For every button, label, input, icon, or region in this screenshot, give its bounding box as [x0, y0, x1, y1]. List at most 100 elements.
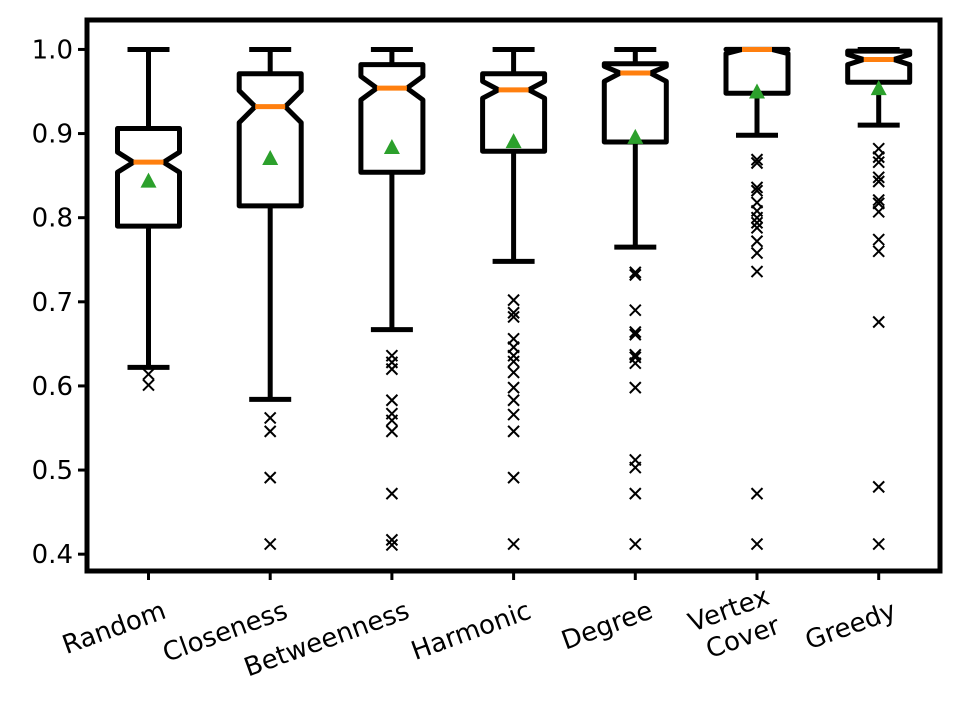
outlier-point — [507, 355, 520, 368]
outlier-point — [872, 193, 885, 207]
notched-box — [358, 62, 426, 175]
outlier-point — [629, 328, 642, 341]
outlier-point — [385, 414, 399, 427]
outlier-point — [507, 471, 520, 484]
y-tick-label: 1.0 — [32, 35, 73, 65]
outlier-point — [750, 265, 764, 278]
outlier-point — [263, 411, 277, 425]
outlier-point — [629, 461, 642, 474]
notched-box — [723, 46, 791, 96]
y-tick-label: 0.9 — [32, 120, 73, 150]
outlier-point — [750, 487, 764, 500]
outlier-point — [629, 381, 642, 394]
outlier-point — [142, 367, 155, 381]
outlier-point — [750, 153, 764, 166]
outlier-point — [263, 537, 277, 551]
mean-marker — [749, 83, 765, 99]
outlier-point — [507, 306, 520, 319]
x-tick-label: VertexCover — [685, 582, 785, 668]
box-group — [845, 46, 913, 551]
x-tick-label-line: Greedy — [801, 596, 900, 656]
mean-marker — [262, 149, 279, 165]
y-tick-label: 0.8 — [32, 204, 73, 234]
plot-frame — [84, 17, 943, 574]
outlier-point — [507, 408, 520, 421]
outlier-point — [507, 310, 520, 324]
outlier-point — [629, 266, 642, 279]
x-tick-label: Harmonic — [407, 596, 535, 667]
outlier-point — [750, 235, 764, 248]
notched-box — [236, 71, 304, 209]
outlier-point — [750, 216, 764, 229]
outlier-point — [750, 211, 764, 224]
outlier-point — [507, 366, 520, 379]
outlier-point — [385, 533, 399, 547]
outlier-point — [385, 425, 399, 438]
outlier-point — [263, 471, 277, 484]
y-tick-label: 0.6 — [32, 372, 73, 402]
mean-marker — [627, 128, 644, 144]
notched-box — [115, 126, 182, 229]
outlier-point — [629, 537, 642, 551]
outlier-point — [507, 425, 520, 438]
outlier-point — [872, 537, 885, 551]
box-group — [601, 46, 669, 551]
y-tick-label: 0.7 — [32, 288, 73, 318]
outlier-point — [385, 362, 399, 376]
outlier-point — [872, 175, 885, 188]
outlier-point — [507, 394, 520, 407]
y-tick-label: 0.4 — [32, 540, 73, 570]
outlier-point — [750, 221, 764, 234]
box-group — [723, 46, 791, 551]
x-tick-label: Degree — [558, 596, 657, 657]
outlier-point — [629, 325, 642, 339]
mean-marker — [505, 133, 522, 149]
outlier-point — [872, 205, 885, 219]
outlier-point — [750, 246, 764, 260]
outlier-point — [629, 487, 642, 500]
outlier-point — [872, 245, 885, 258]
outlier-point — [872, 150, 885, 164]
notched-box — [480, 71, 548, 154]
outlier-point — [385, 487, 399, 500]
mean-marker — [870, 80, 887, 96]
box-group — [480, 46, 548, 551]
notched-box — [845, 48, 913, 85]
box-group — [358, 46, 426, 552]
mean-marker — [140, 172, 157, 188]
boxes-layer — [115, 46, 913, 552]
box-group — [115, 46, 182, 392]
outlier-point — [872, 155, 885, 169]
outlier-point — [263, 425, 277, 438]
x-tick-label-line: Random — [59, 596, 170, 661]
x-tick-label-line: Degree — [558, 596, 657, 657]
x-tick-label: Random — [59, 596, 170, 661]
outlier-point — [872, 233, 885, 246]
outlier-point — [872, 171, 885, 184]
mean-marker — [383, 139, 400, 155]
outlier-point — [507, 293, 520, 307]
box-group — [236, 46, 304, 551]
outlier-point — [507, 537, 520, 551]
outlier-point — [629, 268, 642, 282]
y-tick-label: 0.5 — [32, 456, 73, 486]
outlier-point — [750, 184, 764, 197]
outlier-point — [629, 304, 642, 317]
outlier-point — [385, 538, 399, 552]
outlier-point — [629, 351, 642, 364]
outlier-point — [507, 349, 520, 362]
y-axis: 0.4 0.5 0.6 0.7 0.8 0.9 1.0 — [32, 35, 87, 570]
outlier-point — [142, 378, 155, 392]
outlier-point — [385, 394, 399, 407]
outlier-point — [629, 357, 642, 370]
outlier-point — [507, 381, 520, 394]
outlier-point — [750, 537, 764, 551]
outlier-point — [872, 315, 885, 329]
x-tick-label: Greedy — [801, 596, 900, 656]
outlier-point — [750, 156, 764, 170]
x-tick-label-line: Harmonic — [407, 596, 535, 667]
outlier-point — [872, 480, 885, 494]
notched-box — [601, 61, 669, 145]
outlier-point — [750, 181, 764, 194]
